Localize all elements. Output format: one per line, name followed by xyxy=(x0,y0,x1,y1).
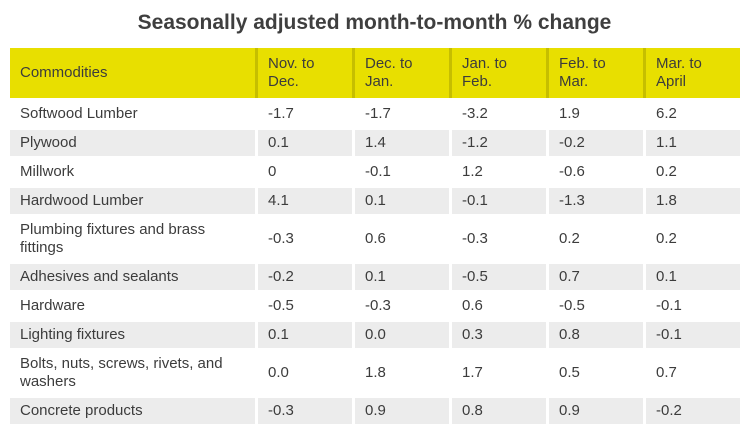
value-cell: -0.5 xyxy=(449,261,546,290)
table-header: Commodities Nov. to Dec. Dec. to Jan. Jan. … xyxy=(10,48,740,98)
value-cell: -0.3 xyxy=(449,214,546,261)
value-cell: -0.3 xyxy=(352,290,449,319)
value-cell: 0.7 xyxy=(546,261,643,290)
value-cell: 0.3 xyxy=(449,319,546,348)
value-cell: -1.3 xyxy=(546,185,643,214)
value-cell: 0.6 xyxy=(352,214,449,261)
value-cell: -0.5 xyxy=(546,290,643,319)
row-label: Lighting fixtures xyxy=(10,319,255,348)
column-header: Feb. to Mar. xyxy=(546,48,643,98)
table-row: Hardwood Lumber 4.1 0.1 -0.1 -1.3 1.8 xyxy=(10,185,740,214)
value-cell: -0.3 xyxy=(255,214,352,261)
table-header-row: Commodities Nov. to Dec. Dec. to Jan. Jan. … xyxy=(10,48,740,98)
value-cell: 0.1 xyxy=(352,261,449,290)
value-cell: -0.1 xyxy=(352,156,449,185)
value-cell: 0.2 xyxy=(643,156,740,185)
value-cell: -0.1 xyxy=(643,290,740,319)
value-cell: 0.0 xyxy=(352,319,449,348)
value-cell: 1.8 xyxy=(352,348,449,395)
column-header: Mar. to April xyxy=(643,48,740,98)
column-header-commodities: Commodities xyxy=(10,48,255,98)
table-row: Hardware -0.5 -0.3 0.6 -0.5 -0.1 xyxy=(10,290,740,319)
value-cell: 1.8 xyxy=(643,185,740,214)
value-cell: 0.9 xyxy=(546,395,643,424)
table-row: Concrete products -0.3 0.9 0.8 0.9 -0.2 xyxy=(10,395,740,424)
value-cell: 1.2 xyxy=(449,156,546,185)
value-cell: 0.6 xyxy=(449,290,546,319)
value-cell: -0.5 xyxy=(255,290,352,319)
row-label: Plumbing fixtures and brass fittings xyxy=(10,214,255,261)
value-cell: 4.1 xyxy=(255,185,352,214)
table-body: Softwood Lumber -1.7 -1.7 -3.2 1.9 6.2 Plywood… xyxy=(10,98,740,424)
value-cell: -0.2 xyxy=(255,261,352,290)
table-row: Plumbing fixtures and brass fittings -0.3… xyxy=(10,214,740,261)
table-row: Millwork 0 -0.1 1.2 -0.6 0.2 xyxy=(10,156,740,185)
row-label: Softwood Lumber xyxy=(10,98,255,127)
row-label: Hardware xyxy=(10,290,255,319)
value-cell: 1.1 xyxy=(643,127,740,156)
value-cell: 0.1 xyxy=(255,127,352,156)
value-cell: 0.1 xyxy=(352,185,449,214)
value-cell: -0.6 xyxy=(546,156,643,185)
value-cell: -3.2 xyxy=(449,98,546,127)
value-cell: 1.9 xyxy=(546,98,643,127)
column-header: Jan. to Feb. xyxy=(449,48,546,98)
column-header: Nov. to Dec. xyxy=(255,48,352,98)
value-cell: 1.4 xyxy=(352,127,449,156)
value-cell: 1.7 xyxy=(449,348,546,395)
row-label: Millwork xyxy=(10,156,255,185)
value-cell: 0.0 xyxy=(255,348,352,395)
row-label: Bolts, nuts, screws, rivets, and washers xyxy=(10,348,255,395)
value-cell: -1.7 xyxy=(255,98,352,127)
value-cell: -0.2 xyxy=(643,395,740,424)
page-title: Seasonally adjusted month-to-month % cha… xyxy=(137,11,612,34)
value-cell: 0.5 xyxy=(546,348,643,395)
row-label: Plywood xyxy=(10,127,255,156)
value-cell: 0.7 xyxy=(643,348,740,395)
row-label: Hardwood Lumber xyxy=(10,185,255,214)
value-cell: 0.9 xyxy=(352,395,449,424)
row-label: Adhesives and sealants xyxy=(10,261,255,290)
value-cell: 0.1 xyxy=(255,319,352,348)
value-cell: 6.2 xyxy=(643,98,740,127)
value-cell: -0.3 xyxy=(255,395,352,424)
value-cell: -0.1 xyxy=(449,185,546,214)
value-cell: 0.8 xyxy=(546,319,643,348)
value-cell: -0.1 xyxy=(643,319,740,348)
value-cell: -1.7 xyxy=(352,98,449,127)
table-row: Lighting fixtures 0.1 0.0 0.3 0.8 -0.1 xyxy=(10,319,740,348)
value-cell: 0 xyxy=(255,156,352,185)
value-cell: 0.1 xyxy=(643,261,740,290)
table-row: Adhesives and sealants -0.2 0.1 -0.5 0.7 0.1 xyxy=(10,261,740,290)
table-row: Softwood Lumber -1.7 -1.7 -3.2 1.9 6.2 xyxy=(10,98,740,127)
table-row: Bolts, nuts, screws, rivets, and washers… xyxy=(10,348,740,395)
value-cell: 0.2 xyxy=(643,214,740,261)
column-header: Dec. to Jan. xyxy=(352,48,449,98)
row-label: Concrete products xyxy=(10,395,255,424)
value-cell: 0.2 xyxy=(546,214,643,261)
value-cell: -0.2 xyxy=(546,127,643,156)
table-row: Plywood 0.1 1.4 -1.2 -0.2 1.1 xyxy=(10,127,740,156)
value-cell: 0.8 xyxy=(449,395,546,424)
value-cell: -1.2 xyxy=(449,127,546,156)
commodities-table: Commodities Nov. to Dec. Dec. to Jan. Jan. … xyxy=(10,48,740,424)
